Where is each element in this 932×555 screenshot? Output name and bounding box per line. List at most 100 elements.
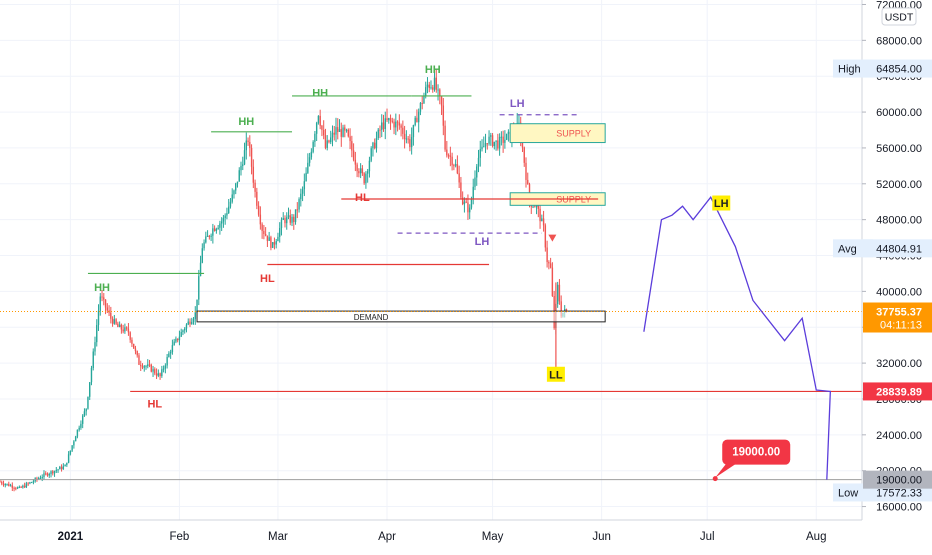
candle-body <box>0 481 1 483</box>
candle-body <box>271 242 274 248</box>
structure-labels: HH HH HH HH HL HL HL LH LH LH LL <box>94 64 731 410</box>
candle-body <box>201 248 204 263</box>
current-price-bg <box>863 302 932 333</box>
candle-body <box>203 242 205 249</box>
candle-body <box>542 218 545 226</box>
candle-body <box>490 135 492 137</box>
price-tick-label: 24000.00 <box>876 430 922 442</box>
candle-body <box>402 127 404 134</box>
candle-body <box>286 217 288 224</box>
candle-body <box>463 201 466 205</box>
candle-body <box>67 454 70 463</box>
candle-body <box>210 235 212 237</box>
candles <box>0 69 568 492</box>
low-marker-value: 17572.33 <box>876 487 922 499</box>
candle-body <box>159 373 161 377</box>
candle-body <box>298 199 300 210</box>
candle-body <box>2 483 5 485</box>
level-28839-marker-value-bg <box>863 382 932 401</box>
candle-body <box>80 423 82 428</box>
candle-body <box>97 310 100 326</box>
candle-body <box>104 299 107 308</box>
candle-body <box>92 351 94 368</box>
candle-body <box>315 122 318 134</box>
candle-body <box>280 219 283 229</box>
candle-body <box>25 483 28 488</box>
callout-box <box>722 439 791 465</box>
price-tick-label: 32000.00 <box>876 358 922 370</box>
candle-body <box>293 216 295 223</box>
candle-body <box>539 208 541 222</box>
structure-label-hh: HH <box>425 64 441 76</box>
candle-body <box>479 149 481 158</box>
candle-body <box>143 366 145 368</box>
candle-body <box>358 171 360 174</box>
candle-body <box>403 133 406 140</box>
candle-body <box>224 215 226 219</box>
candle-body <box>324 135 327 148</box>
candle-body <box>76 429 79 437</box>
candle-body <box>322 129 325 136</box>
candle-body <box>103 297 105 300</box>
candle-body <box>551 267 554 296</box>
candle-body <box>62 466 65 470</box>
candle-body <box>476 166 478 178</box>
time-tick-label: Feb <box>170 531 190 543</box>
candle-body <box>111 318 114 324</box>
candle-body <box>488 136 490 144</box>
candle-body <box>541 218 543 222</box>
candle-body <box>250 147 253 167</box>
candle-body <box>215 228 218 231</box>
candle-body <box>171 345 174 353</box>
candle-body <box>222 218 225 222</box>
candle-body <box>13 487 15 489</box>
candle-body <box>74 436 77 442</box>
projection-path <box>643 196 832 480</box>
candle-body <box>52 471 54 474</box>
candle-body <box>39 478 42 480</box>
candle-body <box>493 141 496 147</box>
candle-body <box>15 488 17 490</box>
candle-body <box>483 146 485 148</box>
candle-body <box>240 165 242 171</box>
candle-body <box>219 223 221 228</box>
candle-body <box>157 373 160 376</box>
candle-body <box>294 209 297 223</box>
candle-body <box>110 312 112 319</box>
candle-body <box>521 140 524 148</box>
price-tick-label: 68000.00 <box>876 35 922 47</box>
candle-body <box>410 137 413 148</box>
candle-body <box>43 473 45 478</box>
candle-body <box>131 339 133 344</box>
candle-body <box>391 120 393 122</box>
candle-body <box>444 125 446 150</box>
time-tick-label: Apr <box>378 531 396 543</box>
candle-body <box>73 441 75 446</box>
candle-body <box>439 89 441 97</box>
candle-body <box>8 483 10 486</box>
candle-body <box>115 319 117 324</box>
candle-body <box>249 142 251 148</box>
candle-body <box>347 129 350 137</box>
candle-body <box>235 183 237 191</box>
candle-body <box>11 485 14 488</box>
candle-body <box>50 471 52 475</box>
candle-body <box>212 228 214 236</box>
candle-body <box>284 218 286 224</box>
candle-body <box>447 155 450 157</box>
down-arrow-icon <box>548 234 557 242</box>
candle-body <box>481 146 483 150</box>
candle-body <box>484 143 487 147</box>
candle-body <box>523 147 525 163</box>
candle-body <box>338 129 341 132</box>
candle-body <box>166 357 168 366</box>
candle-body <box>257 205 260 215</box>
candle-body <box>495 140 497 142</box>
candle-body <box>231 194 233 202</box>
candle-body <box>148 364 151 366</box>
level-19000-marker-value: 19000.00 <box>876 475 922 487</box>
candle-body <box>226 213 228 216</box>
callout-anchor <box>712 476 718 482</box>
candle-body <box>366 171 369 174</box>
candle-body <box>208 235 211 237</box>
